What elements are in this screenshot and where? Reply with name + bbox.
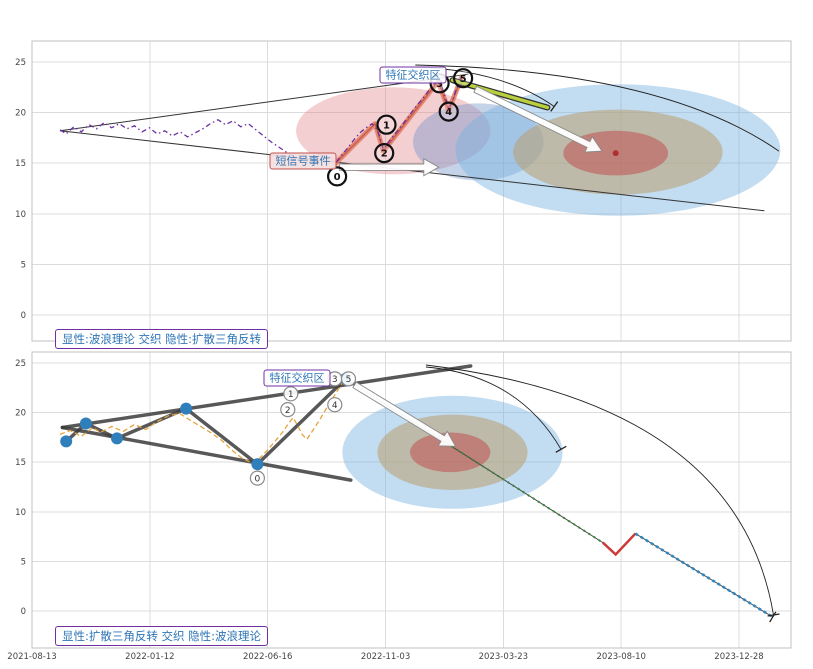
arc-end-tick xyxy=(555,445,567,453)
y-tick-label: 10 xyxy=(15,210,26,220)
wave-marker-circle xyxy=(283,386,299,402)
feature-zone-label-bottom: 特征交织区 xyxy=(263,369,331,387)
wave-marker-label: 5 xyxy=(460,74,467,85)
short-signal-label: 短信号事件 xyxy=(269,152,337,170)
projection-arc xyxy=(425,364,774,616)
target-center-dot xyxy=(612,150,619,157)
arc-end-tick xyxy=(767,613,780,617)
y-tick-label: 5 xyxy=(21,260,26,270)
grid xyxy=(31,351,792,649)
x-tick-label: 2023-12-28 xyxy=(714,652,763,662)
wave-marker-label: 3 xyxy=(332,375,338,385)
price-line-orange xyxy=(59,379,347,464)
wave-marker-circle xyxy=(453,68,474,89)
y-tick-label: 15 xyxy=(15,458,26,468)
projection-arc xyxy=(425,366,562,450)
top-caption-text: 显性:波浪理论 交织 隐性:扩散三角反转 xyxy=(62,332,262,346)
pivot-dot xyxy=(79,417,92,430)
plot-border xyxy=(31,40,792,342)
x-tick-label: 2021-08-13 xyxy=(7,652,56,662)
wave-marker-label: 4 xyxy=(332,401,338,411)
broadening-line xyxy=(60,364,473,430)
wave-marker-circle xyxy=(376,114,397,135)
plot-border xyxy=(31,351,792,649)
pivot-dot xyxy=(251,458,264,471)
projection-arc xyxy=(415,64,780,152)
wave-marker-label: 1 xyxy=(288,390,294,400)
x-tick-label: 2022-01-12 xyxy=(125,652,174,662)
target-zone-ellipse xyxy=(410,432,491,473)
feature-zone-label-top-text: 特征交织区 xyxy=(385,68,441,82)
wave-marker-label: 5 xyxy=(346,375,352,385)
y-tick-label: 20 xyxy=(15,409,26,419)
y-tick-label: 25 xyxy=(15,58,26,68)
decline-red-segment xyxy=(601,532,637,557)
y-tick-label: 0 xyxy=(21,311,26,321)
wave-marker-label: 4 xyxy=(445,107,452,118)
wave-marker-label: 0 xyxy=(334,172,341,183)
target-zone-ellipse xyxy=(413,103,544,181)
y-tick-label: 5 xyxy=(21,557,26,567)
wave-marker-label: 0 xyxy=(255,474,261,484)
y-tick-label: 25 xyxy=(15,359,26,369)
trend-line xyxy=(60,73,469,132)
broadening-line xyxy=(60,425,353,482)
y-tick-label: 0 xyxy=(21,607,26,617)
wave-marker-label: 3 xyxy=(436,79,443,90)
x-tick-label: 2023-08-10 xyxy=(597,652,646,662)
pivot-dot xyxy=(60,435,73,448)
x-tick-label: 2022-06-16 xyxy=(243,652,292,662)
wave-marker-label: 2 xyxy=(285,406,291,416)
wave-marker-circle xyxy=(249,470,265,486)
arc-end-tick xyxy=(550,101,559,112)
feature-zone-label-bottom-text: 特征交织区 xyxy=(269,371,325,385)
wave-marker-circle xyxy=(327,397,343,413)
projection-arrow xyxy=(338,157,440,177)
pivot-dot xyxy=(180,402,193,415)
arc-end-tick xyxy=(769,611,777,623)
wave-marker-label: 1 xyxy=(383,120,390,131)
bottom-caption-text: 显性:扩散三角反转 交织 隐性:波浪理论 xyxy=(62,629,262,643)
top-caption-box: 显性:波浪理论 交织 隐性:扩散三角反转 xyxy=(55,329,269,349)
projection-arrow xyxy=(473,85,603,153)
wave-marker-circle xyxy=(340,371,357,387)
x-tick-label: 2022-11-03 xyxy=(361,652,410,662)
wave-marker-circle xyxy=(438,101,459,122)
short-signal-label-text: 短信号事件 xyxy=(275,154,331,168)
y-tick-label: 15 xyxy=(15,159,26,169)
wave-marker-circle xyxy=(280,402,296,418)
grid xyxy=(31,40,792,342)
bottom-caption-box: 显性:扩散三角反转 交织 隐性:波浪理论 xyxy=(55,626,269,646)
wave-marker-label: 2 xyxy=(381,149,388,160)
wave-marker-circle xyxy=(327,166,348,187)
x-tick-label: 2023-03-23 xyxy=(479,652,528,662)
y-tick-label: 20 xyxy=(15,109,26,119)
pivot-dot xyxy=(111,432,123,445)
decline-blue-dotted xyxy=(634,532,774,619)
y-tick-label: 10 xyxy=(15,508,26,518)
wave-marker-circle xyxy=(374,143,395,164)
feature-zone-label-top: 特征交织区 xyxy=(379,66,447,84)
projection-arrow xyxy=(352,381,457,447)
